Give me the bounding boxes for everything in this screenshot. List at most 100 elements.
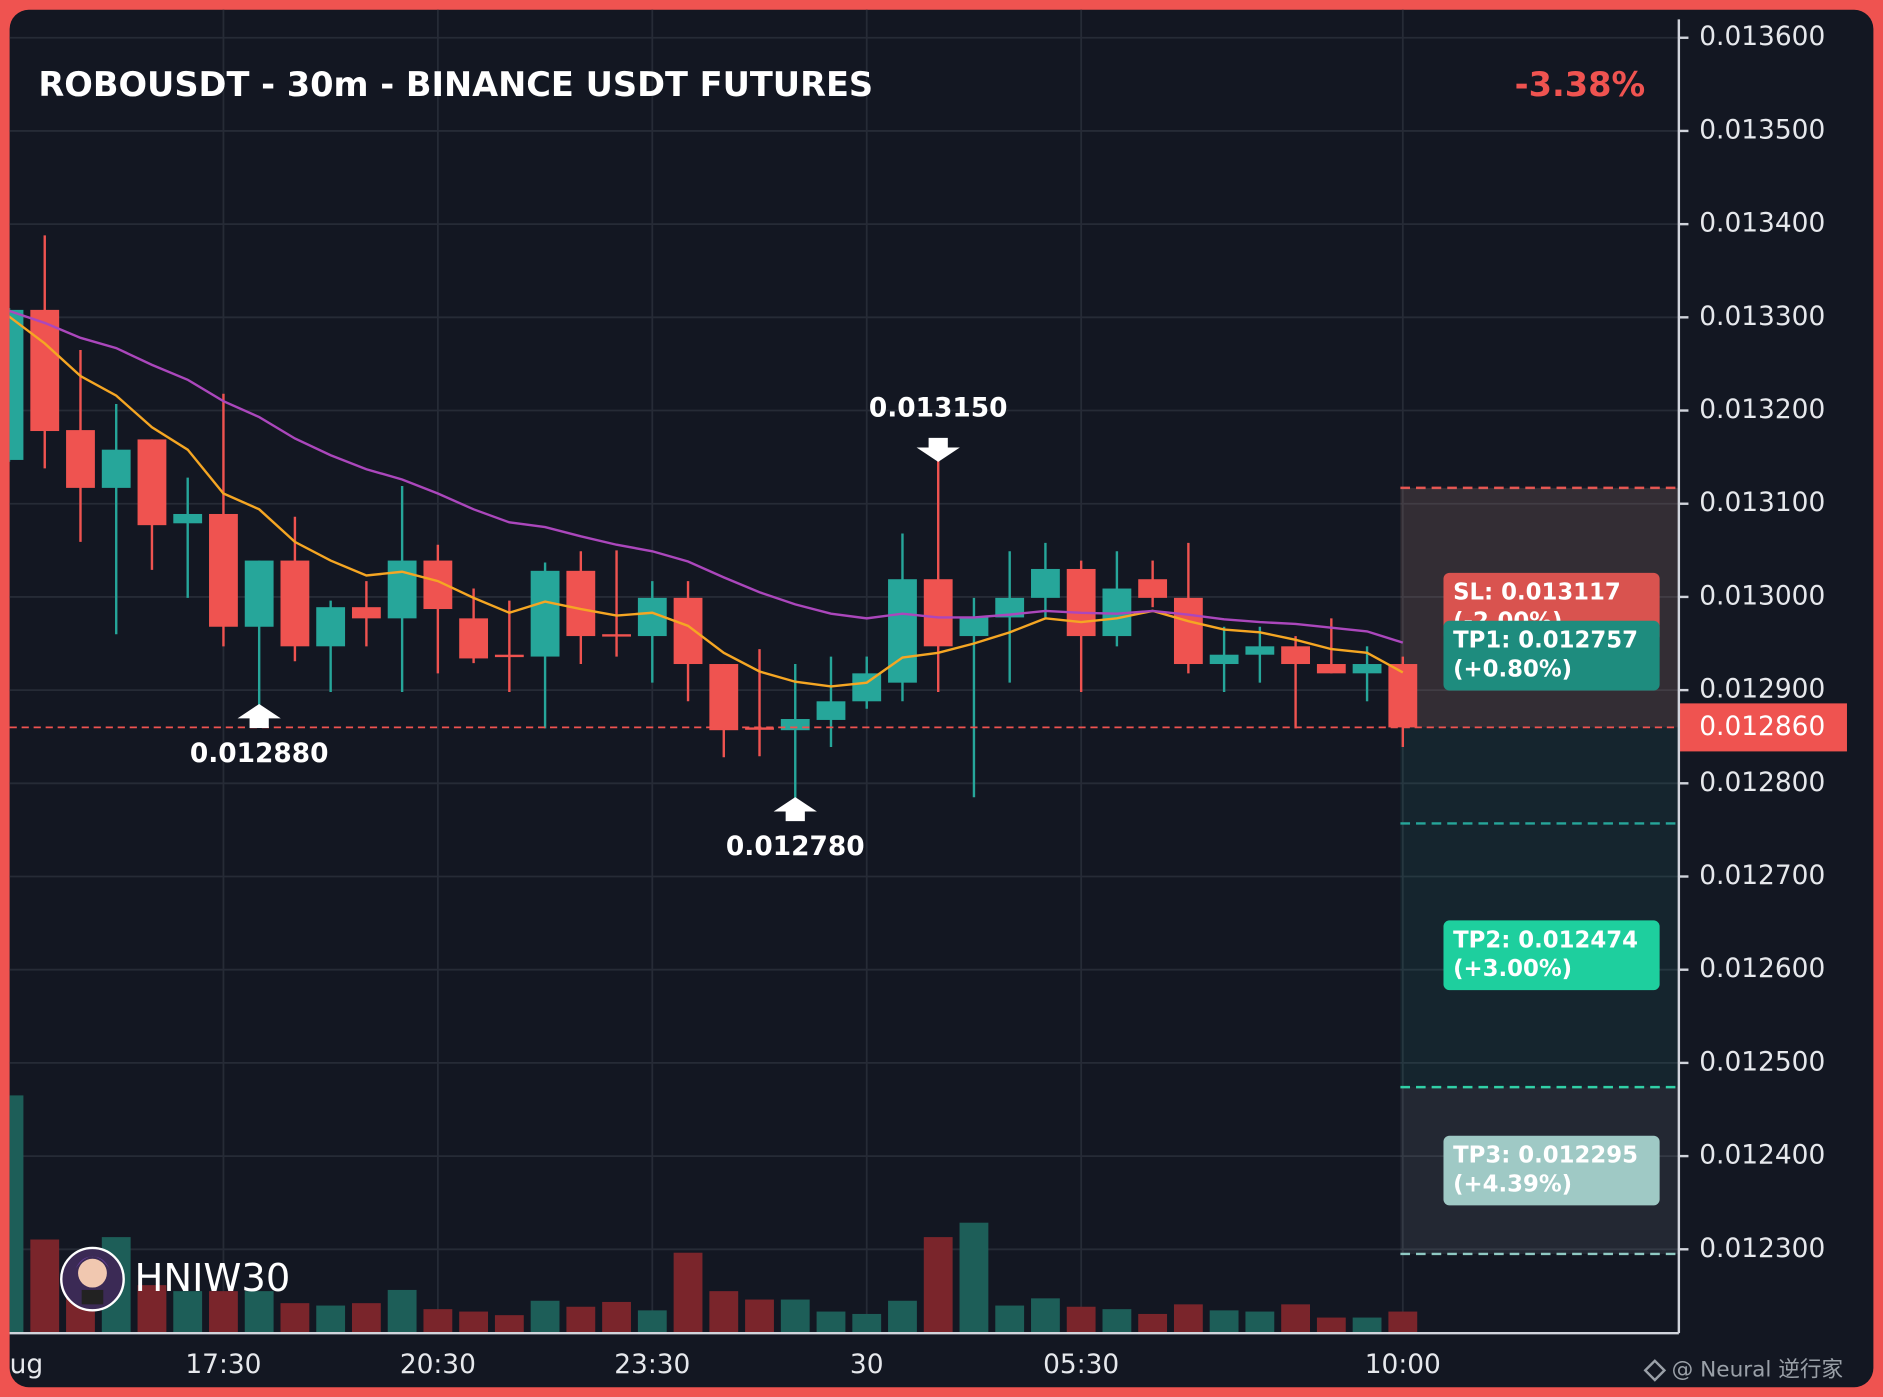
candle-body [66, 430, 95, 488]
candle-body [816, 701, 846, 720]
overlay: 0.012300 0.012400 0.012500 0.012600 0.012700… [10, 21, 1847, 1380]
volume-bar [1138, 1313, 1168, 1334]
volume-bar [244, 1291, 274, 1334]
candle-body [1281, 646, 1311, 665]
level-label: TP1: 0.012757 [1453, 628, 1638, 654]
x-tick-label: 30 [850, 1349, 884, 1380]
candle-body [351, 607, 381, 619]
chart-title: ROBOUSDT - 30m - BINANCE USDT FUTURES [38, 65, 873, 104]
candle-body [280, 560, 310, 647]
volume-bar [351, 1303, 381, 1334]
y-tick-label: 0.012300 [1699, 1233, 1825, 1264]
candle-body [995, 597, 1025, 618]
volume-bar [673, 1252, 703, 1334]
volume-bar [566, 1306, 596, 1334]
candle-body [602, 634, 631, 637]
volume-bar [888, 1300, 917, 1334]
volume-bar [387, 1289, 417, 1334]
candle-body [209, 513, 238, 627]
candle-body [1316, 664, 1346, 674]
y-tick-label: 0.013000 [1699, 580, 1825, 611]
level-box [1443, 1135, 1660, 1206]
y-tick-label: 0.013200 [1699, 394, 1825, 425]
last-price-label: 0.012860 [1699, 711, 1825, 742]
x-tick-label: 23:30 [614, 1349, 690, 1380]
candle-body [1138, 579, 1168, 598]
y-tick-label: 0.012500 [1699, 1046, 1825, 1077]
volume-bar [745, 1299, 774, 1334]
candle-body [923, 579, 953, 647]
candle-body [566, 570, 596, 637]
high-arrow [916, 437, 960, 462]
x-tick-label: 20:30 [400, 1349, 476, 1380]
volume-bar [1173, 1304, 1203, 1334]
watermark-avatar [60, 1246, 125, 1312]
y-tick-label: 0.013300 [1699, 301, 1825, 332]
candle-body [9, 309, 24, 460]
low-arrow [237, 703, 281, 728]
volume-bar [173, 1291, 203, 1334]
candle-body [494, 654, 524, 658]
low-label: 0.012780 [726, 831, 865, 862]
candle-body [1352, 664, 1382, 674]
volume-bar [1031, 1298, 1060, 1334]
candle-body [101, 449, 131, 488]
level-box [1443, 620, 1660, 691]
volume-bar [852, 1313, 882, 1334]
candle-body [173, 513, 203, 524]
volume-bar [1066, 1306, 1096, 1334]
x-tick-label: 05:30 [1043, 1349, 1119, 1380]
volume-bar [1281, 1304, 1311, 1334]
level-note: (+0.80%) [1453, 657, 1572, 683]
candle-body [1066, 568, 1096, 637]
low-arrow [773, 797, 817, 822]
moving-average-line [9, 315, 1404, 688]
volume-bar [816, 1311, 846, 1334]
volume-bar [459, 1311, 489, 1334]
volume-bar [959, 1222, 989, 1334]
change: -3.38% [1515, 65, 1646, 104]
last-price-box [1678, 703, 1847, 752]
volume-bar [1388, 1311, 1418, 1334]
volume-bar [1102, 1309, 1132, 1334]
candle-body [316, 607, 346, 647]
candle-body [888, 579, 917, 683]
low-label: 0.012880 [190, 738, 329, 769]
x-tick-label: ug [10, 1349, 44, 1380]
level-label: TP2: 0.012474 [1453, 927, 1638, 953]
high-label: 0.013150 [869, 393, 1008, 424]
y-tick-label: 0.012400 [1699, 1140, 1825, 1171]
candle-body [673, 597, 703, 665]
volume-bar [602, 1301, 631, 1334]
plot [9, 235, 1418, 1334]
volume-bar [30, 1239, 60, 1334]
candle-body [780, 719, 810, 731]
volume-bar [423, 1309, 453, 1334]
watermark: HNIW30 [135, 1256, 291, 1301]
volume-bar [494, 1315, 524, 1334]
volume-bar [209, 1291, 238, 1334]
credit-icon [1643, 1359, 1667, 1382]
background [9, 9, 1874, 1388]
volume-bar [709, 1291, 739, 1334]
moving-average-line [9, 309, 1404, 644]
candle-body [137, 439, 167, 526]
volume-bar [280, 1303, 310, 1334]
candle-body [244, 560, 274, 627]
volume-bar [530, 1300, 560, 1334]
candle-body [459, 618, 489, 659]
level-note: (+3.00%) [1453, 956, 1572, 982]
level-label: SL: 0.013117 [1453, 580, 1621, 606]
y-tick-label: 0.012800 [1699, 767, 1825, 798]
y-tick-label: 0.012600 [1699, 953, 1825, 984]
volume-bar [1316, 1317, 1346, 1334]
candle-body [745, 727, 774, 730]
grid [9, 9, 1679, 1334]
y-tick-label: 0.013600 [1699, 21, 1825, 52]
candle-body [709, 664, 739, 731]
volume-bar [9, 1095, 24, 1334]
level-note: (+4.39%) [1453, 1171, 1572, 1197]
y-tick-label: 0.012700 [1699, 860, 1825, 891]
